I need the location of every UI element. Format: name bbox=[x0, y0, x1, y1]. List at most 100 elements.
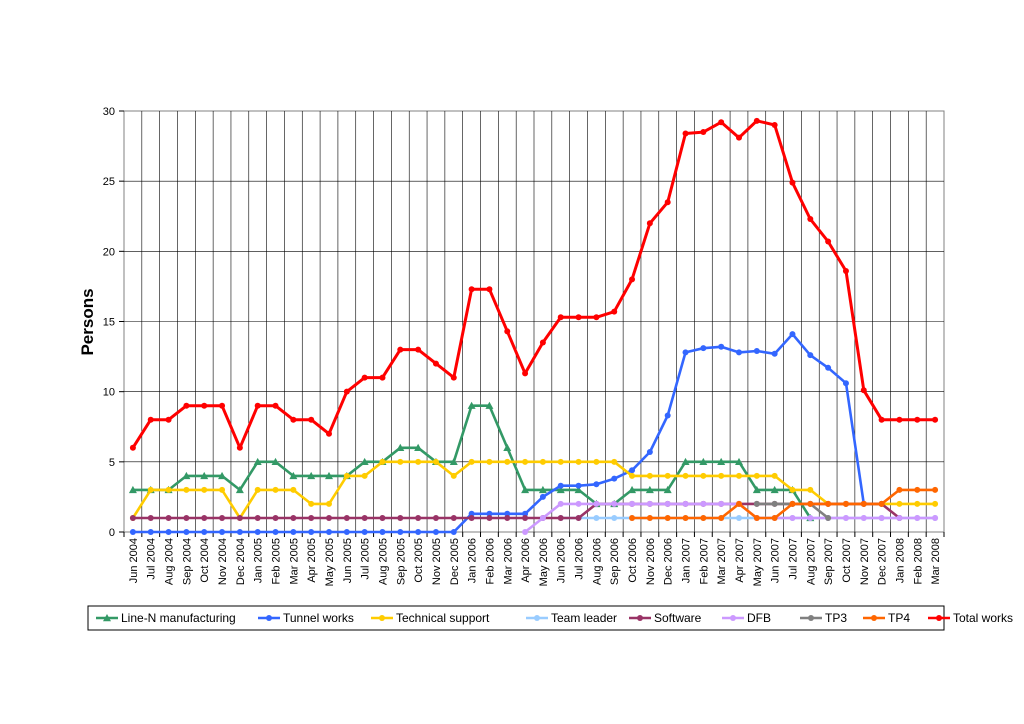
data-point bbox=[789, 486, 796, 493]
y-tick-label: 20 bbox=[103, 246, 115, 258]
data-point bbox=[557, 500, 564, 507]
data-point bbox=[183, 486, 190, 493]
data-point bbox=[629, 500, 636, 507]
data-point bbox=[896, 500, 903, 507]
data-point bbox=[789, 514, 796, 521]
x-tick-label: Jun 2006 bbox=[556, 538, 568, 583]
data-point bbox=[682, 514, 689, 521]
x-tick-label: Oct 2005 bbox=[413, 538, 425, 583]
x-tick-label: Dec 2005 bbox=[449, 538, 461, 585]
y-tick-label: 25 bbox=[103, 176, 115, 188]
data-point bbox=[664, 199, 671, 206]
data-point bbox=[183, 402, 190, 409]
data-point bbox=[896, 514, 903, 521]
data-point bbox=[432, 514, 439, 521]
gridlines bbox=[124, 111, 944, 532]
data-point bbox=[593, 314, 600, 321]
data-point bbox=[557, 482, 564, 489]
data-point bbox=[932, 514, 939, 521]
data-point bbox=[842, 380, 849, 387]
series-technical-support bbox=[129, 458, 939, 521]
data-point bbox=[504, 514, 511, 521]
data-point bbox=[147, 514, 154, 521]
data-point bbox=[629, 514, 636, 521]
data-point bbox=[932, 416, 939, 423]
data-point bbox=[575, 458, 582, 465]
data-point bbox=[645, 485, 654, 494]
data-point bbox=[522, 370, 529, 377]
y-axis-label: Persons bbox=[78, 288, 97, 355]
data-point bbox=[522, 510, 529, 517]
y-tick-label: 5 bbox=[109, 457, 115, 469]
series-total-works bbox=[129, 117, 939, 451]
data-point bbox=[538, 485, 547, 494]
data-point bbox=[165, 416, 172, 423]
data-point bbox=[611, 475, 618, 482]
x-tick-label: Jul 2006 bbox=[574, 538, 586, 580]
data-point bbox=[539, 339, 546, 346]
data-point bbox=[539, 493, 546, 500]
x-axis: Jun 2004 Jul 2004 Aug 2004 Sep 2004 Oct 2004… bbox=[123, 532, 945, 586]
x-tick-label: May 2006 bbox=[538, 538, 550, 586]
x-tick-label: Nov 2007 bbox=[859, 538, 871, 585]
x-tick-label: Jun 2007 bbox=[770, 538, 782, 583]
legend-item: TP3 bbox=[800, 611, 847, 625]
data-point bbox=[718, 119, 725, 126]
data-point bbox=[807, 500, 814, 507]
data-point bbox=[414, 443, 423, 451]
data-point bbox=[308, 514, 315, 521]
data-point bbox=[397, 346, 404, 353]
data-point bbox=[201, 529, 208, 535]
data-point bbox=[128, 485, 137, 494]
x-tick-label: Sep 2006 bbox=[609, 538, 621, 585]
x-tick-label: Sep 2005 bbox=[395, 538, 407, 585]
data-point bbox=[664, 514, 671, 521]
legend-label: Line-N manufacturing bbox=[121, 611, 236, 625]
data-point bbox=[700, 345, 707, 352]
data-point bbox=[753, 514, 760, 521]
data-point bbox=[266, 615, 272, 621]
data-point bbox=[272, 402, 279, 409]
series-tp4 bbox=[629, 486, 939, 521]
data-point bbox=[736, 134, 742, 141]
data-point bbox=[504, 328, 511, 335]
data-point bbox=[825, 238, 832, 245]
data-point bbox=[771, 350, 778, 357]
x-tick-label: Dec 2004 bbox=[235, 538, 247, 585]
x-tick-label: Sep 2004 bbox=[181, 538, 193, 585]
data-point bbox=[807, 514, 814, 521]
data-point bbox=[165, 529, 172, 535]
x-tick-label: Nov 2005 bbox=[431, 538, 443, 585]
x-tick-label: Aug 2006 bbox=[591, 538, 603, 585]
data-point bbox=[664, 500, 671, 507]
data-point bbox=[201, 514, 208, 521]
data-point bbox=[522, 529, 529, 535]
x-tick-label: Jan 2008 bbox=[894, 538, 906, 583]
data-point bbox=[646, 472, 653, 479]
data-point bbox=[860, 514, 867, 521]
x-tick-label: May 2005 bbox=[324, 538, 336, 586]
legend-label: Total works bbox=[953, 611, 1013, 625]
data-point bbox=[771, 122, 778, 129]
data-point bbox=[878, 500, 885, 507]
data-point bbox=[789, 179, 796, 186]
data-point bbox=[290, 486, 297, 493]
x-tick-label: Jan 2007 bbox=[681, 538, 693, 583]
data-point bbox=[361, 514, 368, 521]
data-point bbox=[771, 472, 778, 479]
legend-item: Software bbox=[629, 611, 702, 625]
data-point bbox=[254, 486, 261, 493]
x-tick-label: Nov 2004 bbox=[217, 538, 229, 585]
data-point bbox=[219, 402, 226, 409]
data-point bbox=[486, 458, 493, 465]
data-point bbox=[932, 500, 939, 507]
data-point bbox=[752, 485, 761, 494]
x-tick-label: Sep 2007 bbox=[823, 538, 835, 585]
x-tick-label: Mar 2006 bbox=[502, 538, 514, 584]
series-line bbox=[131, 119, 936, 450]
data-point bbox=[396, 443, 405, 451]
data-point bbox=[753, 347, 760, 354]
data-point bbox=[682, 349, 689, 356]
data-point bbox=[129, 529, 136, 535]
